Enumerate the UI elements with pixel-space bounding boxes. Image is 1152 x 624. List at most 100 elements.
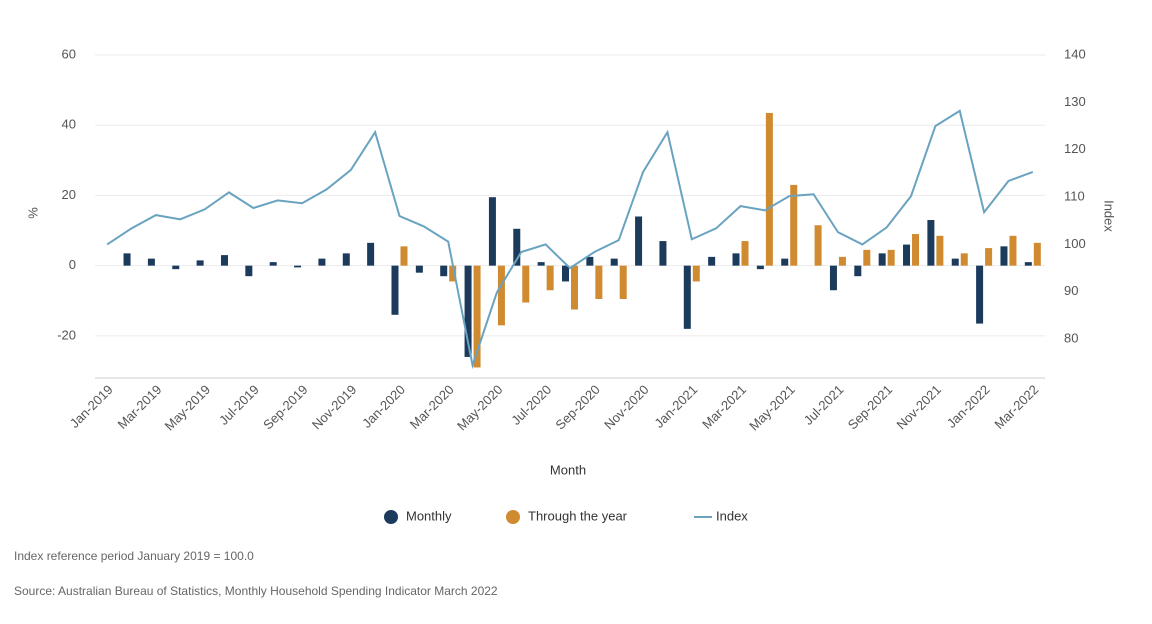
y-tick-label: 40	[62, 117, 76, 132]
bar	[147, 258, 155, 266]
bar	[1024, 262, 1032, 266]
bar	[887, 249, 895, 266]
x-tick-label: May-2021	[746, 382, 797, 433]
legend-label: Index	[716, 508, 748, 523]
bar	[172, 265, 180, 270]
bar	[878, 253, 886, 266]
x-tick-label: Nov-2020	[601, 382, 651, 432]
bar	[488, 197, 496, 266]
bar	[415, 265, 423, 273]
y2-tick-label: 130	[1064, 94, 1086, 109]
y-tick-label: 0	[69, 257, 76, 272]
bar	[342, 253, 350, 266]
bar	[464, 265, 472, 357]
bar	[522, 265, 530, 303]
y-tick-label: 60	[62, 46, 76, 61]
bar	[449, 265, 457, 282]
legend-label: Monthly	[406, 508, 452, 523]
y-axis-label: %	[25, 207, 40, 219]
legend-marker	[384, 510, 398, 524]
y2-tick-label: 120	[1064, 141, 1086, 156]
x-tick-label: Jan-2019	[67, 382, 116, 431]
x-tick-label: Jul-2019	[216, 382, 262, 428]
x-tick-label: Sep-2020	[552, 382, 602, 432]
bar	[927, 220, 935, 266]
bar	[318, 258, 326, 266]
x-axis-label: Month	[550, 462, 586, 477]
bar	[863, 249, 871, 266]
x-tick-label: Jan-2020	[359, 382, 408, 431]
x-tick-label: Jan-2022	[944, 382, 993, 431]
x-tick-label: May-2020	[454, 382, 505, 433]
y2-tick-label: 90	[1064, 283, 1078, 298]
bar	[683, 265, 691, 329]
bar	[854, 265, 862, 277]
note: Index reference period January 2019 = 10…	[14, 549, 254, 563]
bar	[756, 265, 764, 270]
bar	[829, 265, 837, 291]
x-tick-label: Jul-2020	[508, 382, 554, 428]
bar	[513, 228, 521, 266]
bar	[814, 225, 822, 266]
bar	[732, 253, 740, 266]
x-tick-label: Mar-2021	[699, 382, 749, 432]
legend-label: Through the year	[528, 508, 628, 523]
bar	[196, 260, 204, 266]
bar	[790, 184, 798, 266]
x-tick-label: Nov-2019	[309, 382, 359, 432]
bar	[708, 256, 716, 266]
bar	[245, 265, 253, 277]
bar	[473, 265, 481, 368]
bar	[635, 216, 643, 266]
bar	[571, 265, 578, 310]
x-tick-label: Jan-2021	[651, 382, 700, 431]
bar	[1009, 235, 1017, 266]
index-line	[106, 109, 1034, 370]
bar	[367, 242, 375, 266]
bar	[269, 262, 277, 266]
bar	[765, 112, 773, 266]
x-tick-label: Mar-2020	[407, 382, 457, 432]
bar	[960, 253, 968, 266]
bar	[294, 265, 302, 268]
y-tick-label: -20	[57, 327, 76, 342]
bar	[838, 256, 846, 266]
x-tick-label: May-2019	[162, 382, 213, 433]
bar	[912, 234, 920, 266]
bar	[781, 258, 789, 266]
bar	[936, 235, 944, 266]
bar	[586, 256, 594, 266]
bar	[400, 246, 408, 266]
bar	[1000, 246, 1008, 266]
bar	[976, 265, 984, 324]
bar	[610, 258, 618, 266]
source: Source: Australian Bureau of Statistics,…	[14, 584, 498, 598]
bar	[903, 244, 911, 266]
bar	[741, 241, 749, 266]
bar	[220, 255, 228, 266]
bar	[391, 265, 399, 315]
bar	[537, 262, 545, 266]
y2-tick-label: 110	[1064, 189, 1085, 204]
x-tick-label: Sep-2019	[260, 382, 310, 432]
y2-tick-label: 100	[1064, 236, 1086, 251]
bar	[546, 265, 554, 291]
bar	[659, 241, 667, 266]
bar	[440, 265, 448, 277]
bar	[1033, 242, 1041, 266]
bar	[692, 265, 700, 282]
y2-axis-label: Index	[1102, 200, 1117, 232]
bar	[497, 265, 505, 326]
bar	[619, 265, 627, 300]
bar	[951, 258, 959, 266]
x-tick-label: Mar-2022	[991, 382, 1041, 432]
x-tick-label: Mar-2019	[114, 382, 164, 432]
bar	[985, 248, 993, 266]
y2-tick-label: 140	[1064, 46, 1086, 61]
legend-marker	[506, 510, 520, 524]
bar	[595, 265, 603, 300]
y2-tick-label: 80	[1064, 331, 1078, 346]
bar	[123, 253, 131, 266]
y-tick-label: 20	[62, 187, 76, 202]
